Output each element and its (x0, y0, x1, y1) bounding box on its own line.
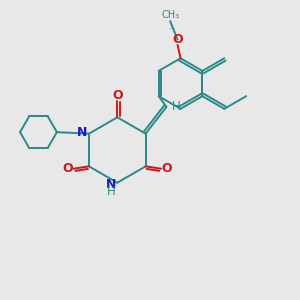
Text: N: N (106, 178, 116, 191)
Text: O: O (112, 89, 123, 102)
Text: N: N (77, 126, 88, 139)
Text: O: O (162, 162, 172, 175)
Text: CH₃: CH₃ (161, 10, 179, 20)
Text: H: H (106, 185, 115, 198)
Text: O: O (172, 33, 183, 46)
Text: H: H (172, 100, 180, 113)
Text: methoxy: methoxy (170, 28, 176, 29)
Text: O: O (62, 162, 73, 175)
